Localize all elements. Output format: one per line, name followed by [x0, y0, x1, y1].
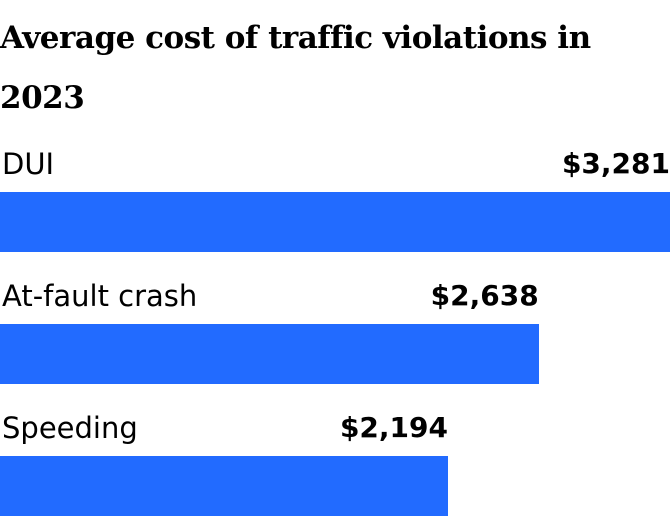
- bar-chart: DUI $3,281 At-fault crash $2,638 Speeding $2,…: [0, 130, 670, 516]
- bar-row: Speeding $2,194: [0, 394, 670, 526]
- bar-row: At-fault crash $2,638: [0, 262, 670, 394]
- category-label: DUI: [2, 147, 55, 181]
- bar: [0, 324, 539, 384]
- category-label: At-fault crash: [2, 279, 198, 313]
- bar: [0, 192, 670, 252]
- bar: [0, 456, 449, 516]
- chart-title: Average cost of traffic violations in 20…: [0, 20, 591, 116]
- value-label: $2,194: [339, 411, 449, 444]
- value-label: $3,281: [561, 147, 670, 180]
- bar-row: DUI $3,281: [0, 130, 670, 262]
- category-label: Speeding: [2, 411, 138, 445]
- value-label: $2,638: [430, 279, 539, 312]
